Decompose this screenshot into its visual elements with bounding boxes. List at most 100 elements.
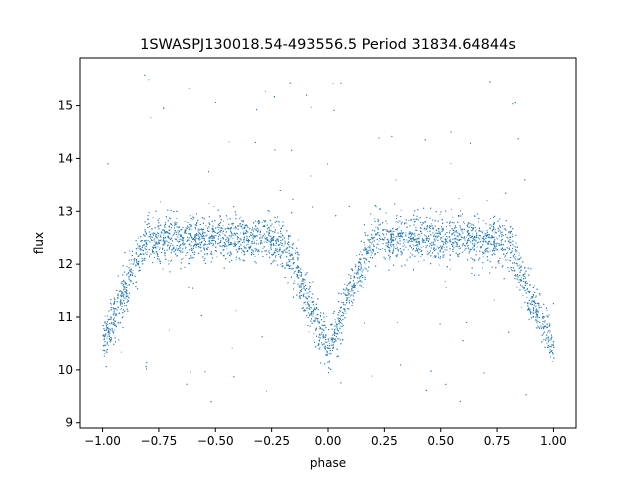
- scatter-point: [392, 228, 393, 230]
- scatter-point: [337, 327, 338, 329]
- scatter-point: [171, 225, 173, 227]
- scatter-point: [482, 253, 484, 255]
- scatter-point: [205, 244, 207, 246]
- scatter-point: [203, 232, 205, 234]
- scatter-point: [459, 224, 461, 226]
- scatter-point: [377, 218, 379, 220]
- scatter-point: [368, 260, 370, 262]
- scatter-point: [546, 342, 548, 344]
- scatter-point: [335, 322, 337, 324]
- scatter-point: [509, 267, 511, 269]
- scatter-point: [346, 287, 348, 289]
- scatter-point: [335, 321, 336, 323]
- scatter-point: [498, 228, 500, 230]
- scatter-point: [370, 254, 372, 256]
- scatter-point: [274, 250, 276, 252]
- scatter-point: [104, 315, 106, 317]
- scatter-point: [305, 273, 307, 275]
- scatter-point: [184, 221, 186, 223]
- scatter-point: [222, 232, 224, 234]
- scatter-point: [278, 248, 280, 250]
- scatter-point: [410, 252, 412, 254]
- scatter-point: [358, 273, 359, 275]
- scatter-point: [160, 201, 161, 203]
- scatter-point: [309, 306, 311, 308]
- scatter-point: [314, 321, 316, 323]
- scatter-point: [487, 234, 489, 235]
- scatter-point: [319, 347, 321, 349]
- scatter-point: [318, 328, 320, 330]
- scatter-point: [221, 253, 222, 255]
- scatter-point: [128, 277, 130, 279]
- scatter-point: [169, 260, 171, 262]
- scatter-point: [412, 244, 414, 246]
- scatter-point: [526, 297, 528, 298]
- scatter-point: [453, 242, 455, 244]
- scatter-point: [268, 211, 270, 213]
- scatter-point: [371, 243, 373, 245]
- scatter-point: [346, 299, 348, 301]
- scatter-point: [206, 254, 208, 256]
- scatter-point: [119, 302, 121, 303]
- scatter-point: [230, 235, 232, 237]
- scatter-point: [330, 352, 332, 354]
- scatter-point: [443, 241, 445, 243]
- scatter-point: [108, 344, 110, 346]
- scatter-point: [235, 259, 237, 261]
- scatter-point: [205, 225, 207, 226]
- scatter-point: [155, 251, 157, 253]
- scatter-point: [279, 246, 281, 248]
- scatter-point: [275, 245, 277, 247]
- scatter-point: [302, 278, 304, 280]
- scatter-point: [297, 265, 299, 266]
- scatter-point: [234, 227, 236, 229]
- scatter-point: [114, 303, 115, 305]
- scatter-point: [229, 255, 231, 257]
- scatter-point: [344, 283, 345, 285]
- scatter-point: [393, 235, 395, 236]
- scatter-point: [391, 246, 392, 248]
- scatter-point: [221, 246, 223, 248]
- scatter-point: [206, 244, 208, 245]
- scatter-point: [418, 261, 420, 263]
- scatter-point: [275, 260, 277, 262]
- scatter-point: [334, 319, 336, 321]
- scatter-point: [440, 238, 441, 240]
- scatter-point: [535, 297, 537, 299]
- scatter-point: [389, 259, 391, 261]
- scatter-point: [158, 241, 160, 243]
- scatter-point: [345, 312, 347, 314]
- scatter-point: [220, 238, 222, 240]
- scatter-point: [260, 229, 262, 231]
- scatter-point: [462, 251, 464, 253]
- scatter-point: [252, 240, 253, 242]
- scatter-point: [311, 315, 313, 316]
- scatter-point: [482, 220, 484, 221]
- scatter-point: [398, 226, 400, 228]
- scatter-point: [482, 230, 484, 232]
- scatter-point: [132, 270, 134, 272]
- scatter-point: [223, 220, 224, 222]
- scatter-point: [133, 262, 135, 264]
- scatter-point: [534, 306, 536, 308]
- scatter-point: [140, 239, 142, 241]
- scatter-point: [328, 343, 330, 344]
- scatter-point: [378, 244, 380, 246]
- scatter-point: [493, 299, 495, 301]
- scatter-point: [190, 257, 191, 259]
- scatter-point: [492, 254, 494, 256]
- scatter-point: [417, 234, 419, 236]
- scatter-point: [422, 246, 424, 248]
- scatter-point: [516, 259, 518, 261]
- scatter-point: [384, 229, 386, 231]
- scatter-point: [240, 232, 242, 234]
- scatter-point: [296, 265, 298, 267]
- scatter-point: [420, 247, 422, 248]
- scatter-point: [304, 281, 306, 283]
- scatter-point: [261, 236, 263, 237]
- scatter-point: [232, 238, 234, 240]
- scatter-point: [114, 319, 116, 321]
- scatter-point: [524, 277, 526, 279]
- scatter-point: [518, 254, 520, 256]
- scatter-point: [208, 203, 210, 205]
